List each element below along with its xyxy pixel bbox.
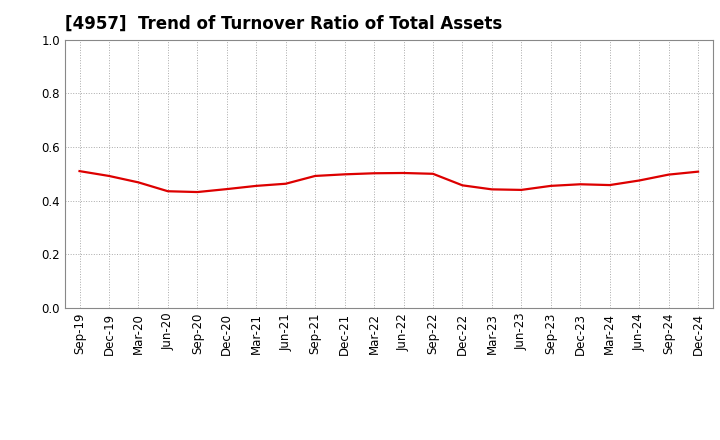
Text: [4957]  Trend of Turnover Ratio of Total Assets: [4957] Trend of Turnover Ratio of Total … (65, 15, 502, 33)
